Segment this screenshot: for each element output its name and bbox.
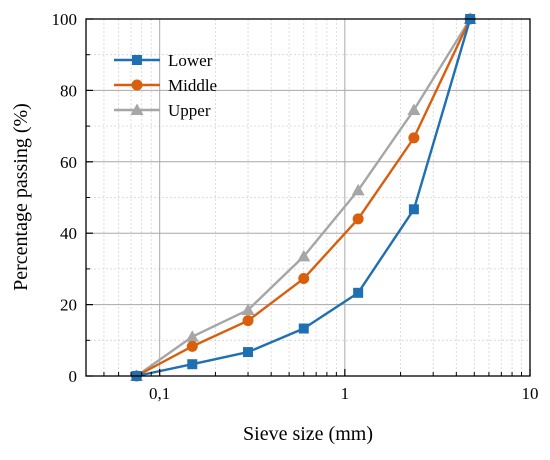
data-point-lower — [408, 204, 419, 215]
plot-frame — [85, 18, 531, 377]
legend-label-upper: Upper — [168, 101, 211, 120]
y-tick-label: 60 — [60, 153, 77, 172]
x-tick-label: 1 — [341, 384, 350, 403]
legend-marker-middle — [131, 79, 143, 91]
data-point-lower — [353, 287, 364, 298]
legend-marker-upper — [130, 103, 144, 115]
x-axis-title: Sieve size (mm) — [243, 423, 373, 445]
legend-label-middle: Middle — [168, 76, 217, 95]
y-tick-label: 0 — [69, 367, 78, 386]
grid-layer — [85, 19, 531, 376]
legend-label-lower: Lower — [168, 51, 213, 70]
data-point-lower — [298, 323, 309, 334]
data-point-middle — [242, 315, 254, 327]
series-layer — [130, 12, 477, 382]
data-point-upper — [185, 330, 199, 342]
data-point-lower — [243, 347, 254, 358]
y-axis-title: Percentage passing (%) — [10, 103, 32, 291]
data-point-upper — [241, 303, 255, 315]
data-point-middle — [186, 340, 198, 352]
data-point-upper — [297, 249, 311, 262]
y-tick-label: 100 — [52, 10, 78, 29]
y-tick-label: 80 — [60, 81, 77, 100]
legend: Lower Middle Upper — [114, 51, 217, 120]
data-point-middle — [352, 213, 364, 225]
data-point-upper — [407, 103, 421, 116]
x-tick-label: 10 — [522, 384, 539, 403]
y-tick-label: 40 — [60, 224, 77, 243]
legend-marker-lower — [132, 55, 142, 65]
y-tick-label: 20 — [60, 296, 77, 315]
data-point-upper — [351, 183, 365, 196]
data-point-middle — [298, 273, 310, 285]
data-point-lower — [187, 359, 198, 370]
x-tick-label: 0,1 — [149, 384, 170, 403]
data-point-middle — [408, 132, 420, 144]
